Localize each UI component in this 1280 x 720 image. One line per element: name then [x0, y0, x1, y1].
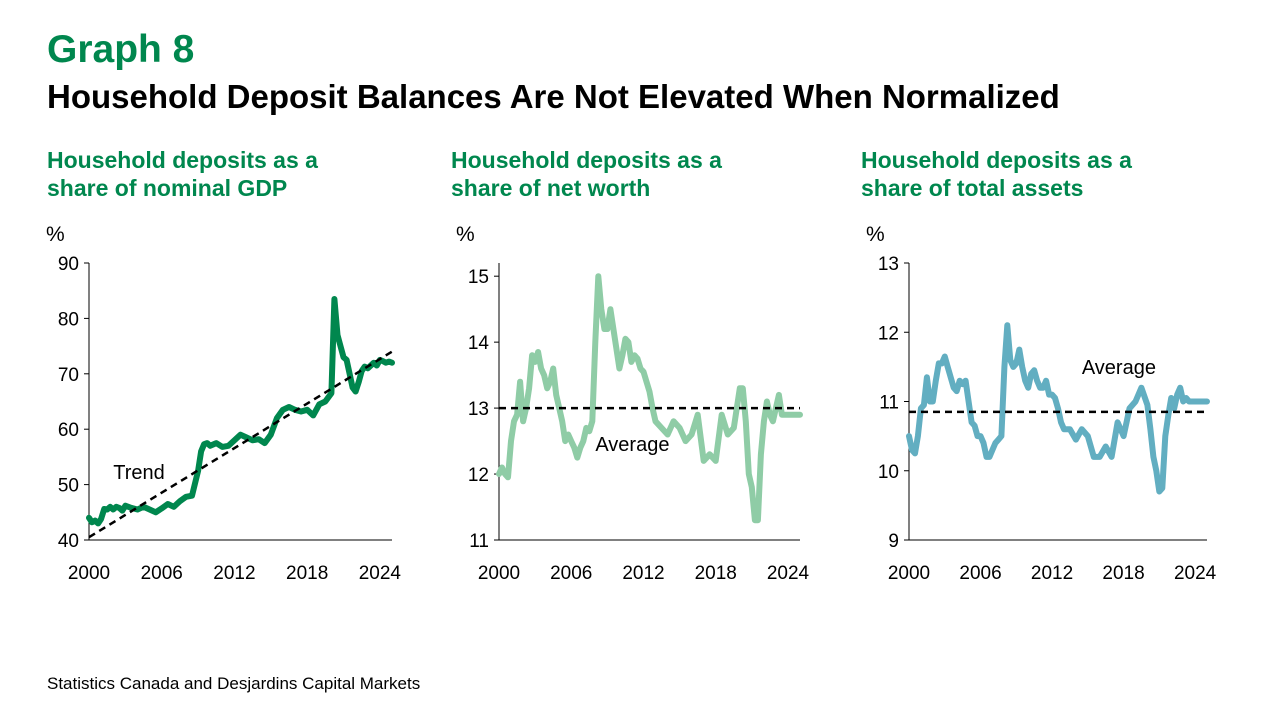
gdp-x-tick-label: 2018: [286, 563, 328, 584]
net-worth-annotation-label: Average: [595, 434, 669, 456]
panel-title-line: share of nominal GDP: [47, 175, 288, 201]
net-worth-y-tick-label: 12: [468, 465, 489, 486]
total-assets-x-tick-label: 2018: [1102, 563, 1144, 584]
total-assets-x-tick-label: 2012: [1031, 563, 1073, 584]
net-worth-data-series-line: [496, 273, 803, 524]
total-assets-x-tick-label: 2000: [888, 563, 930, 584]
total-assets-annotation-label: Average: [1082, 357, 1156, 379]
panel-title-net-worth: Household deposits as a share of net wor…: [451, 146, 811, 202]
gdp-x-tick-label: 2000: [68, 563, 110, 584]
panel-title-total-assets: Household deposits as a share of total a…: [861, 146, 1221, 202]
gdp-data-series-line: [86, 296, 395, 527]
total-assets-y-tick-label: 10: [878, 462, 899, 483]
gdp-y-tick-label: 90: [58, 254, 79, 275]
panel-title-line: Household deposits as a: [47, 147, 318, 173]
total-assets-y-tick-label: 12: [878, 323, 899, 344]
gdp-x-tick-label: 2024: [359, 563, 402, 584]
gdp-y-tick-label: 60: [58, 420, 79, 441]
net-worth-x-tick-label: 2018: [695, 563, 737, 584]
net-worth-x-tick-label: 2000: [478, 563, 520, 584]
panel-title-gdp: Household deposits as a share of nominal…: [47, 146, 407, 202]
net-worth-x-tick-label: 2006: [550, 563, 592, 584]
gdp-y-axis-label: %: [46, 223, 65, 246]
total-assets-x-tick-label: 2006: [959, 563, 1001, 584]
net-worth-y-tick-label: 13: [468, 399, 489, 420]
gdp-trend-line: [88, 350, 393, 539]
gdp-x-tick-label: 2006: [141, 563, 183, 584]
source-note: Statistics Canada and Desjardins Capital…: [47, 674, 421, 693]
total-assets-y-tick-label: 11: [879, 393, 899, 414]
total-assets-y-axis-label: %: [866, 223, 885, 246]
page-title: Household Deposit Balances Are Not Eleva…: [47, 78, 1060, 115]
total-assets-x-tick-label: 2024: [1174, 563, 1217, 584]
gdp-y-tick-label: 50: [58, 476, 79, 497]
net-worth-y-axis-label: %: [456, 223, 475, 246]
net-worth-y-tick-label: 15: [468, 267, 489, 288]
gdp-y-tick-label: 40: [58, 531, 79, 552]
total-assets-data-series-line: [906, 322, 1210, 495]
panel-title-line: Household deposits as a: [451, 147, 722, 173]
panel-title-line: share of total assets: [861, 175, 1084, 201]
net-worth-y-tick-label: 14: [468, 333, 490, 354]
net-worth-x-tick-label: 2012: [622, 563, 664, 584]
total-assets-y-tick-label: 13: [878, 254, 899, 275]
panel-title-line: share of net worth: [451, 175, 651, 201]
total-assets-y-tick-label: 9: [888, 531, 899, 552]
graph-number: Graph 8: [47, 28, 195, 71]
panel-title-line: Household deposits as a: [861, 147, 1132, 173]
gdp-y-tick-label: 70: [58, 365, 79, 386]
gdp-annotation-label: Trend: [113, 462, 165, 484]
gdp-x-tick-label: 2012: [213, 563, 255, 584]
net-worth-x-tick-label: 2024: [767, 563, 810, 584]
gdp-y-tick-label: 80: [58, 309, 79, 330]
net-worth-y-tick-label: 11: [469, 531, 489, 552]
